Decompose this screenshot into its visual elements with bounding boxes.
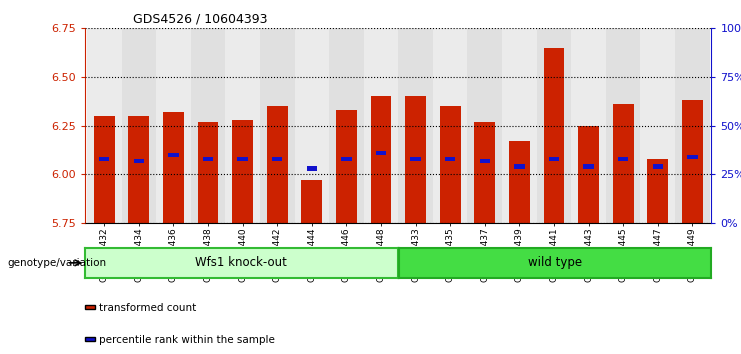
Bar xyxy=(168,153,179,157)
Bar xyxy=(122,28,156,223)
Bar xyxy=(536,28,571,223)
Bar xyxy=(544,48,565,223)
Bar xyxy=(653,164,663,169)
Bar xyxy=(682,101,702,223)
Bar xyxy=(445,156,456,161)
Bar xyxy=(302,180,322,223)
Bar xyxy=(468,28,502,223)
Bar xyxy=(190,28,225,223)
Bar xyxy=(133,159,144,163)
Bar xyxy=(613,104,634,223)
Bar xyxy=(502,28,536,223)
Bar xyxy=(474,122,495,223)
Bar xyxy=(370,96,391,223)
Bar xyxy=(578,126,599,223)
Bar xyxy=(329,28,364,223)
Bar xyxy=(549,156,559,161)
Bar xyxy=(479,159,490,163)
Bar xyxy=(648,159,668,223)
Bar xyxy=(225,28,260,223)
Bar xyxy=(509,141,530,223)
Bar xyxy=(640,28,675,223)
Bar xyxy=(571,28,606,223)
Bar xyxy=(163,112,184,223)
Bar xyxy=(341,156,351,161)
Text: percentile rank within the sample: percentile rank within the sample xyxy=(99,335,274,345)
Bar xyxy=(440,106,461,223)
Text: genotype/variation: genotype/variation xyxy=(7,258,107,268)
Text: Wfs1 knock-out: Wfs1 knock-out xyxy=(196,256,288,269)
Bar xyxy=(687,155,697,159)
Bar xyxy=(232,120,253,223)
Bar xyxy=(606,28,640,223)
Bar xyxy=(94,116,115,223)
Text: wild type: wild type xyxy=(528,256,582,269)
Bar xyxy=(618,156,628,161)
Bar xyxy=(583,164,594,169)
Bar xyxy=(128,116,149,223)
Bar xyxy=(198,122,219,223)
Bar xyxy=(237,156,247,161)
Bar xyxy=(398,28,433,223)
Bar xyxy=(267,106,288,223)
Bar xyxy=(364,28,399,223)
Bar xyxy=(376,151,386,155)
Bar xyxy=(156,28,190,223)
Bar xyxy=(675,28,710,223)
Bar xyxy=(336,110,356,223)
Bar xyxy=(87,28,122,223)
Bar xyxy=(260,28,294,223)
Bar xyxy=(307,166,317,171)
Bar xyxy=(272,156,282,161)
Bar xyxy=(203,156,213,161)
Bar xyxy=(514,164,525,169)
Text: transformed count: transformed count xyxy=(99,303,196,313)
Bar xyxy=(411,156,421,161)
Bar xyxy=(433,28,468,223)
Bar xyxy=(99,156,110,161)
Bar xyxy=(405,96,426,223)
Text: GDS4526 / 10604393: GDS4526 / 10604393 xyxy=(133,12,268,25)
Bar xyxy=(294,28,329,223)
